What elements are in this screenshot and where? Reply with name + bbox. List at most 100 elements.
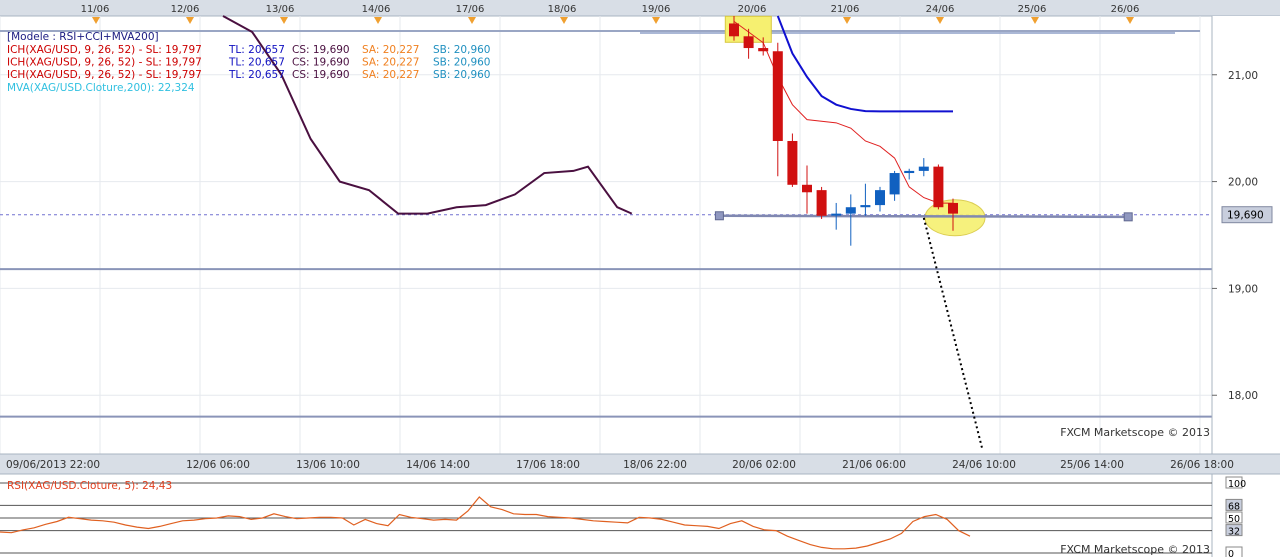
candle-down [772,51,783,141]
rsi-panel: 100 68 50 32 0 RSI(XAG/USD.Cloture, 5): 24,43… [0,476,1246,557]
highlight-ellipse [924,199,986,237]
top-date-label: 13/06 [266,4,295,15]
rsi-watermark: FXCM Marketscope © 2013 [1060,543,1210,556]
date-marker-triangle [1031,17,1039,24]
price-axis-panel [1212,16,1280,454]
legend-sb: SB: 20,960 [433,69,490,81]
legend-cs: CS: 19,690 [292,57,350,69]
time-label: 14/06 14:00 [406,459,470,471]
legend-mva: MVA(XAG/USD.Cloture,200): 22,324 [7,82,195,94]
date-marker-triangle [374,17,382,24]
watermark: FXCM Marketscope © 2013 [1060,426,1210,439]
rsi-tick-label: 50 [1228,514,1240,525]
legend-cs: CS: 19,690 [292,44,350,56]
time-label: 09/06/2013 22:00 [6,459,100,471]
date-marker-triangle [92,17,100,24]
candle-up [860,205,871,208]
candle-down [816,190,827,216]
legend-cs: CS: 19,690 [292,69,350,81]
legend-ich-label: ICH(XAG/USD, 9, 26, 52) - SL: 19,797 [7,57,202,69]
legend-sb: SB: 20,960 [433,44,490,56]
top-date-label: 11/06 [81,4,110,15]
top-date-label: 24/06 [926,4,955,15]
price-axis: 21,00 20,00 19,00 18,00 19,690 [1212,70,1273,402]
time-label: 21/06 06:00 [842,459,906,471]
top-date-label: 12/06 [171,4,200,15]
kijun-sen-line [776,15,953,113]
trend-segment [719,214,1129,219]
candle-down [802,184,812,193]
legend-sa: SA: 20,227 [362,57,419,69]
tenkan-sen-line [733,20,954,204]
legend-tl: TL: 20,657 [228,69,285,81]
legend-ich-label: ICH(XAG/USD, 9, 26, 52) - SL: 19,797 [7,44,202,56]
date-marker-triangle [1126,17,1134,24]
time-label: 25/06 14:00 [1060,459,1124,471]
time-label: 18/06 22:00 [623,459,687,471]
top-date-label: 26/06 [1111,4,1140,15]
top-date-bar [0,0,1280,16]
candle-down [948,202,958,214]
legend-tl: TL: 20,657 [228,57,285,69]
candle-down [787,140,798,185]
rsi-tick-box [1225,524,1243,537]
trend-handle [1123,212,1133,222]
rsi-label: RSI(XAG/USD.Cloture, 5): 24,43 [7,480,172,492]
rsi-tick-box [1225,546,1243,557]
candle-up [918,166,929,171]
rsi-tick-box [1225,498,1243,511]
legend-sb: SB: 20,960 [433,57,490,69]
chikou-span-line [222,15,633,215]
rsi-tick-label: 32 [1228,527,1240,538]
current-price-box [1221,206,1273,224]
time-label: 17/06 18:00 [516,459,580,471]
time-label: 20/06 02:00 [732,459,796,471]
top-date-label: 19/06 [642,4,671,15]
current-price-label: 19,690 [1227,210,1264,222]
time-label: 24/06 10:00 [952,459,1016,471]
date-marker-triangle [843,17,851,24]
top-date-label: 20/06 [738,4,767,15]
rsi-tick-label: 100 [1228,479,1246,490]
bottom-time-bar [0,454,1280,474]
rsi-tick-label: 0 [1228,549,1234,557]
date-marker-triangle [186,17,194,24]
legend: [Modele : RSI+CCI+MVA200]ICH(XAG/USD, 9,… [7,31,490,94]
candle-down [729,23,739,37]
rsi-line [0,496,971,550]
price-tick-label: 21,00 [1228,70,1258,82]
price-tick-label: 19,00 [1228,283,1258,295]
rsi-tick-label: 68 [1228,501,1240,512]
rsi-tick-box [1225,511,1243,524]
date-marker-triangle [468,17,476,24]
candle-up [889,173,900,195]
legend-model: [Modele : RSI+CCI+MVA200] [7,31,159,43]
legend-sa: SA: 20,227 [362,69,419,81]
top-date-label: 21/06 [831,4,860,15]
legend-ich-label: ICH(XAG/USD, 9, 26, 52) - SL: 19,797 [7,69,202,81]
bottom-time-axis: 09/06/2013 22:00 12/06 06:00 13/06 10:00 14… [6,459,1234,471]
time-label: 26/06 18:00 [1170,459,1234,471]
date-marker-triangle [652,17,660,24]
date-marker-triangle [280,17,288,24]
candle-up [845,207,856,214]
time-label: 12/06 06:00 [186,459,250,471]
candle-down [758,48,769,52]
candle-up [904,170,915,174]
candle-up [831,213,842,216]
main-marks: FXCM Marketscope © 2013 [0,15,1275,449]
date-marker-triangle [560,17,568,24]
top-date-label: 25/06 [1018,4,1047,15]
top-date-label: 17/06 [456,4,485,15]
date-marker-triangle [936,17,944,24]
price-tick-label: 20,00 [1228,177,1258,189]
trend-handle [714,211,724,221]
top-date-label: 18/06 [548,4,577,15]
main-grid [0,16,1212,454]
candle-down [743,36,754,49]
price-tick-label: 18,00 [1228,390,1258,402]
legend-tl: TL: 20,657 [228,44,285,56]
candle-down [933,166,944,208]
time-label: 13/06 10:00 [296,459,360,471]
